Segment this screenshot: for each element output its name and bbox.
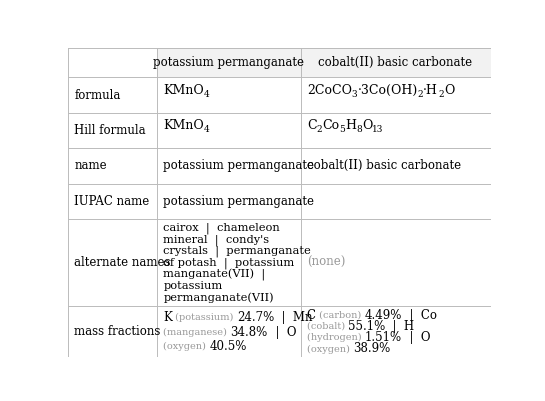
Text: K: K <box>164 311 172 324</box>
Text: C: C <box>307 309 316 322</box>
Text: 5: 5 <box>339 125 345 134</box>
Text: mass fractions: mass fractions <box>74 325 161 338</box>
Text: mineral  |  condy's: mineral | condy's <box>164 234 270 246</box>
Text: 4.49%: 4.49% <box>364 309 402 322</box>
Text: name: name <box>74 160 107 172</box>
Text: (oxygen): (oxygen) <box>307 344 353 354</box>
Text: 24.7%: 24.7% <box>237 311 274 324</box>
Text: O: O <box>444 84 454 97</box>
Text: 13: 13 <box>372 125 384 134</box>
Text: (oxygen): (oxygen) <box>164 342 209 351</box>
Text: KMnO: KMnO <box>164 119 204 132</box>
Text: IUPAC name: IUPAC name <box>74 195 149 208</box>
Text: Co: Co <box>322 119 339 132</box>
Text: |  H: | H <box>385 320 414 333</box>
Text: C: C <box>307 119 317 132</box>
Text: cairox  |  chameleon: cairox | chameleon <box>164 223 280 234</box>
Text: 2: 2 <box>417 90 423 99</box>
Text: cobalt(II) basic carbonate: cobalt(II) basic carbonate <box>307 160 461 172</box>
Text: 2: 2 <box>317 125 322 134</box>
Text: ·3Co(OH): ·3Co(OH) <box>358 84 417 97</box>
Text: KMnO: KMnO <box>164 84 204 97</box>
Text: (manganese): (manganese) <box>164 328 231 337</box>
Text: 38.9%: 38.9% <box>353 342 390 355</box>
Text: permanganate(VII): permanganate(VII) <box>164 293 274 303</box>
Text: alternate names: alternate names <box>74 256 171 269</box>
Text: 8: 8 <box>356 125 362 134</box>
Text: 34.8%: 34.8% <box>231 326 268 339</box>
Text: |  Mn: | Mn <box>274 311 313 324</box>
Text: H: H <box>345 119 356 132</box>
Text: 40.5%: 40.5% <box>209 340 247 353</box>
Text: (cobalt): (cobalt) <box>307 322 348 331</box>
Text: 2: 2 <box>438 90 444 99</box>
Text: 1.51%: 1.51% <box>365 331 402 344</box>
Text: cobalt(II) basic carbonate: cobalt(II) basic carbonate <box>318 56 473 69</box>
Text: Hill formula: Hill formula <box>74 124 146 137</box>
Text: crystals  |  permanganate: crystals | permanganate <box>164 246 311 257</box>
Text: |  Co: | Co <box>402 309 437 322</box>
Text: 55.1%: 55.1% <box>348 320 385 333</box>
Text: ·H: ·H <box>423 84 438 97</box>
Text: O: O <box>362 119 372 132</box>
Text: (potassium): (potassium) <box>172 313 237 322</box>
Text: formula: formula <box>74 89 120 101</box>
Text: (hydrogen): (hydrogen) <box>307 333 365 342</box>
Text: of potash  |  potassium: of potash | potassium <box>164 257 295 269</box>
Text: 3: 3 <box>352 90 358 99</box>
Text: 4: 4 <box>204 125 210 134</box>
Text: |  O: | O <box>402 331 430 344</box>
Text: (none): (none) <box>307 256 345 269</box>
Bar <box>301 48 490 77</box>
Bar <box>158 48 301 77</box>
Text: potassium permanganate: potassium permanganate <box>164 195 314 208</box>
Text: potassium: potassium <box>164 282 223 292</box>
Text: manganate(VII)  |: manganate(VII) | <box>164 269 266 281</box>
Text: |  O: | O <box>268 326 296 339</box>
Text: 2CoCO: 2CoCO <box>307 84 352 97</box>
Text: (carbon): (carbon) <box>316 311 364 320</box>
Text: potassium permanganate: potassium permanganate <box>164 160 314 172</box>
Text: 4: 4 <box>204 90 210 99</box>
Text: potassium permanganate: potassium permanganate <box>154 56 305 69</box>
